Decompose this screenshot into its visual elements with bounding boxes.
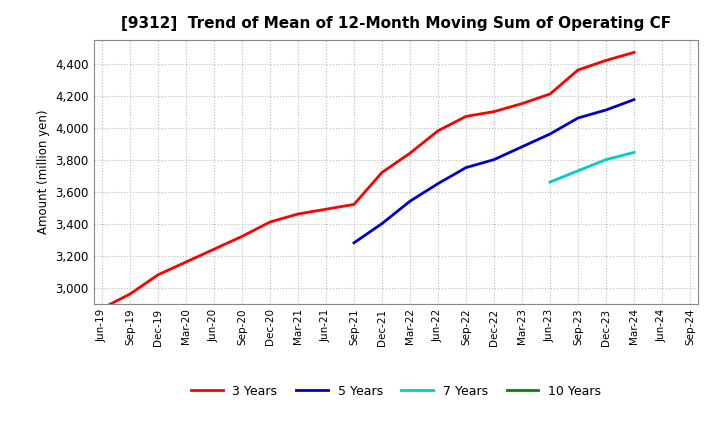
3 Years — [350, 202, 359, 207]
3 Years — [378, 170, 387, 175]
3 Years — [630, 50, 639, 55]
5 Years — [546, 132, 554, 137]
5 Years — [350, 240, 359, 246]
5 Years — [518, 144, 526, 150]
Legend: 3 Years, 5 Years, 7 Years, 10 Years: 3 Years, 5 Years, 7 Years, 10 Years — [192, 385, 600, 398]
Y-axis label: Amount (million yen): Amount (million yen) — [37, 110, 50, 234]
3 Years — [153, 272, 162, 278]
7 Years — [574, 168, 582, 173]
5 Years — [405, 198, 414, 204]
3 Years — [294, 211, 302, 216]
3 Years — [462, 114, 470, 119]
Line: 3 Years: 3 Years — [102, 52, 634, 308]
3 Years — [210, 246, 218, 252]
7 Years — [602, 157, 611, 162]
3 Years — [518, 101, 526, 106]
3 Years — [546, 92, 554, 97]
3 Years — [405, 150, 414, 156]
3 Years — [126, 291, 135, 297]
3 Years — [433, 128, 442, 133]
3 Years — [98, 306, 107, 311]
5 Years — [462, 165, 470, 170]
3 Years — [238, 234, 246, 239]
3 Years — [602, 58, 611, 63]
3 Years — [266, 220, 274, 225]
3 Years — [181, 259, 190, 264]
5 Years — [490, 157, 498, 162]
7 Years — [630, 150, 639, 155]
3 Years — [574, 67, 582, 73]
Title: [9312]  Trend of Mean of 12-Month Moving Sum of Operating CF: [9312] Trend of Mean of 12-Month Moving … — [121, 16, 671, 32]
Line: 5 Years: 5 Years — [354, 99, 634, 243]
5 Years — [574, 115, 582, 121]
5 Years — [630, 97, 639, 102]
3 Years — [490, 109, 498, 114]
3 Years — [322, 206, 330, 212]
5 Years — [433, 181, 442, 186]
5 Years — [602, 107, 611, 113]
5 Years — [378, 221, 387, 226]
7 Years — [546, 180, 554, 185]
Line: 7 Years: 7 Years — [550, 152, 634, 182]
